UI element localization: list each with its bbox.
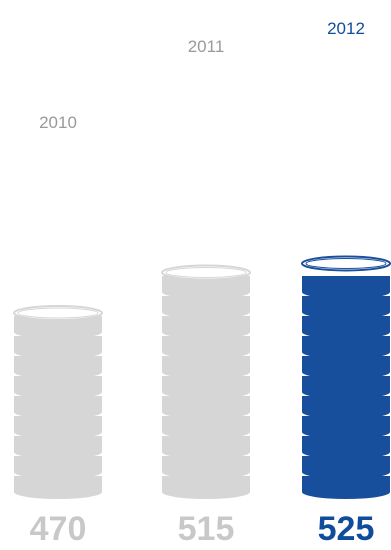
year-label-2010: 2010 <box>39 113 77 132</box>
coin <box>162 336 250 359</box>
year-label-2011: 2011 <box>188 37 225 56</box>
coin-top-ring <box>17 307 99 319</box>
coin <box>162 296 250 319</box>
coin <box>302 456 390 479</box>
coin <box>302 356 390 379</box>
coin <box>162 476 250 499</box>
coin <box>302 476 390 499</box>
coin-top-face <box>161 264 251 281</box>
value-label-2010: 470 <box>30 510 87 548</box>
coin <box>162 436 250 459</box>
coin <box>302 396 390 419</box>
coin <box>14 336 102 359</box>
coin <box>302 336 390 359</box>
coin-top-face <box>13 305 103 321</box>
coin-top-ring <box>165 267 247 278</box>
coin <box>14 356 102 379</box>
coin <box>14 376 102 399</box>
coin <box>302 416 390 439</box>
coin <box>162 356 250 379</box>
coin <box>162 416 250 439</box>
coin <box>162 276 250 299</box>
coin <box>14 436 102 459</box>
coin <box>302 436 390 459</box>
coin-top-face <box>301 255 391 272</box>
coin <box>14 396 102 419</box>
coin <box>14 476 102 499</box>
value-label-2012: 525 <box>318 510 375 548</box>
coin <box>302 276 390 299</box>
coin <box>14 316 102 339</box>
coin <box>14 456 102 479</box>
coin <box>162 376 250 399</box>
coin-top-ring <box>305 258 387 269</box>
coin <box>162 456 250 479</box>
year-label-2012: 2012 <box>327 19 365 38</box>
coin <box>302 316 390 339</box>
coin-stacks <box>13 255 391 499</box>
coin-stack-2011 <box>161 264 251 499</box>
coin <box>162 396 250 419</box>
coin-stack-2012 <box>301 255 391 499</box>
coin <box>302 376 390 399</box>
coin <box>162 316 250 339</box>
coin-stack-2010 <box>13 305 103 499</box>
value-label-2011: 515 <box>178 510 235 548</box>
coin <box>14 416 102 439</box>
coin <box>302 296 390 319</box>
